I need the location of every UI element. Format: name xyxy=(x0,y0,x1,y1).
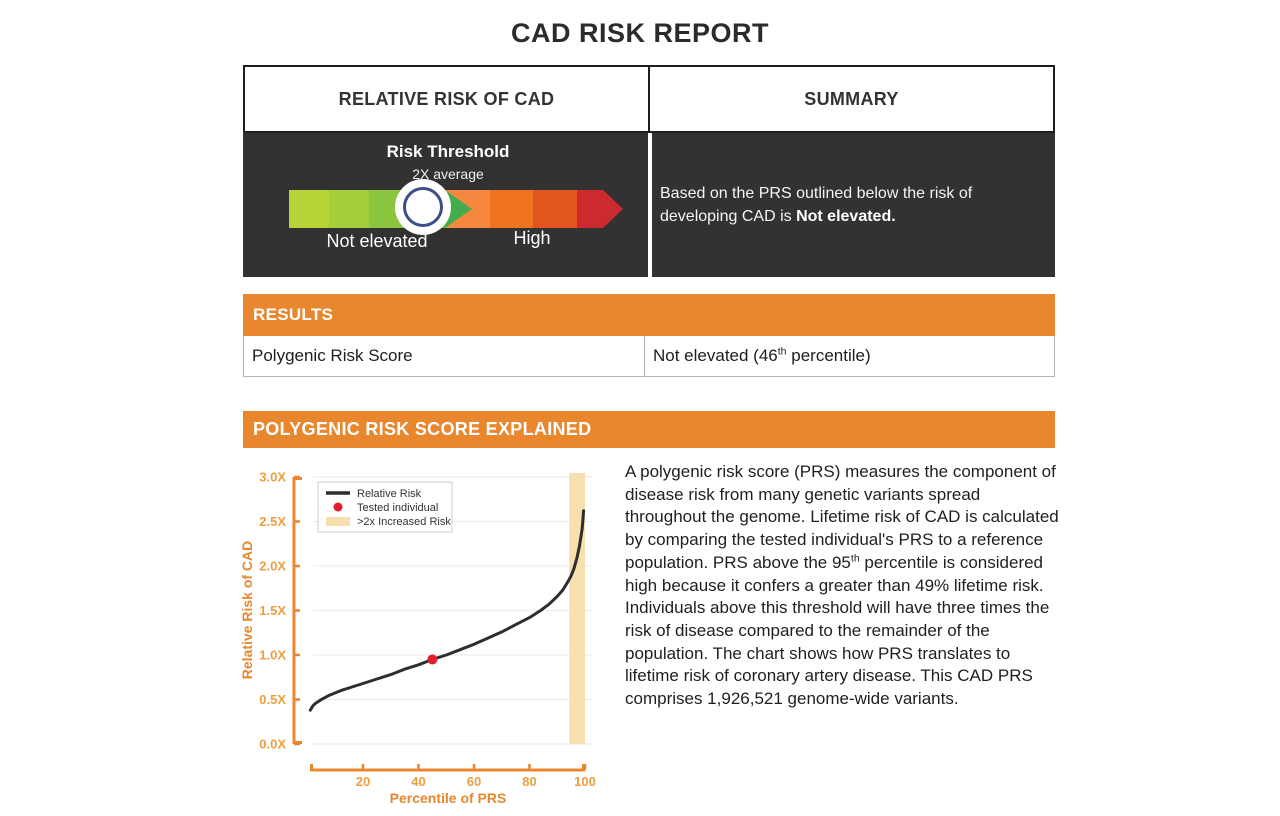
y-tick-label: 2.0X xyxy=(259,559,286,574)
gauge-segment xyxy=(577,190,623,228)
risk-gauge-cell: Risk Threshold 2X average Not elevated H… xyxy=(243,133,648,277)
result-value-post: percentile) xyxy=(786,346,871,365)
y-tick-label: 1.5X xyxy=(259,603,286,618)
gauge-marker xyxy=(395,179,451,235)
y-tick-label: 3.0X xyxy=(259,470,286,485)
legend-label: Relative Risk xyxy=(357,488,422,500)
explainer-text-post: percentile is considered high because it… xyxy=(625,552,1050,709)
results-heading-bar: RESULTS xyxy=(243,294,1055,336)
results-heading: RESULTS xyxy=(253,305,334,324)
tested-individual-point xyxy=(427,654,438,665)
result-value-pre: Not elevated (46 xyxy=(653,346,778,365)
result-value-text: Not elevated (46th percentile) xyxy=(653,346,871,366)
relative-risk-curve xyxy=(308,509,586,712)
results-row: Polygenic Risk Score Not elevated (46th … xyxy=(243,336,1055,377)
y-tick-label: 0.5X xyxy=(259,692,286,707)
x-tick-label: 40 xyxy=(411,774,425,789)
gauge-threshold-title: Risk Threshold xyxy=(386,142,510,161)
gauge-threshold-subtitle: 2X average xyxy=(412,166,484,182)
header-relative-risk: RELATIVE RISK OF CAD xyxy=(245,67,650,131)
results-row-value: Not elevated (46th percentile) xyxy=(645,336,1054,376)
x-tick-label: 80 xyxy=(522,774,536,789)
result-value-sup: th xyxy=(777,345,787,358)
prs-chart-container: 0.0X 0.5X 1.0X 1.5X 2.0X 2.5X 3.0X Relative Ris… xyxy=(238,460,618,810)
legend-band-swatch xyxy=(326,517,350,526)
gauge-label-high: High xyxy=(513,228,551,248)
legend-point-swatch xyxy=(333,502,343,512)
summary-text-normal: Based on the PRS outlined below the risk… xyxy=(660,185,973,225)
prs-percentile-chart: 0.0X 0.5X 1.0X 1.5X 2.0X 2.5X 3.0X Relative Ris… xyxy=(239,470,596,807)
prs-explainer-paragraph: A polygenic risk score (PRS) measures th… xyxy=(625,461,1063,711)
explained-heading: POLYGENIC RISK SCORE EXPLAINED xyxy=(253,419,592,439)
gauge-segment xyxy=(329,190,369,228)
y-tick-label: 2.5X xyxy=(259,514,286,529)
gauge-segment xyxy=(289,190,329,228)
gauge-label-not-elevated: Not elevated xyxy=(326,231,428,251)
summary-text: Based on the PRS outlined below the risk… xyxy=(660,182,1027,228)
header-summary: SUMMARY xyxy=(804,88,899,109)
explainer-text-sup: th xyxy=(850,552,860,565)
header-table: RELATIVE RISK OF CAD SUMMARY xyxy=(243,65,1055,133)
gauge-segment xyxy=(490,190,533,228)
legend-label: >2x Increased Risk xyxy=(357,516,451,528)
explained-heading-bar: POLYGENIC RISK SCORE EXPLAINED xyxy=(243,411,1055,448)
explainer-text-pre: A polygenic risk score (PRS) measures th… xyxy=(625,462,1059,572)
legend-label: Tested individual xyxy=(357,502,438,514)
summary-text-bold: Not elevated. xyxy=(796,208,896,225)
y-tick-label: 0.0X xyxy=(259,737,286,752)
summary-cell: Based on the PRS outlined below the risk… xyxy=(652,133,1055,277)
y-tick-label: 1.0X xyxy=(259,648,286,663)
panel-divider xyxy=(648,133,652,277)
risk-panel: Risk Threshold 2X average Not elevated H… xyxy=(243,133,1055,277)
x-axis-title: Percentile of PRS xyxy=(390,790,507,806)
risk-gauge xyxy=(289,179,623,235)
results-row-label: Polygenic Risk Score xyxy=(244,336,645,376)
page-title: CAD RISK REPORT xyxy=(510,18,769,48)
x-tick-label: 100 xyxy=(574,774,596,789)
y-axis-title: Relative Risk of CAD xyxy=(239,541,255,679)
gauge-segment xyxy=(533,190,577,228)
x-tick-label: 20 xyxy=(356,774,370,789)
x-tick-label: 60 xyxy=(467,774,481,789)
gauge-marker-ring xyxy=(403,187,443,227)
